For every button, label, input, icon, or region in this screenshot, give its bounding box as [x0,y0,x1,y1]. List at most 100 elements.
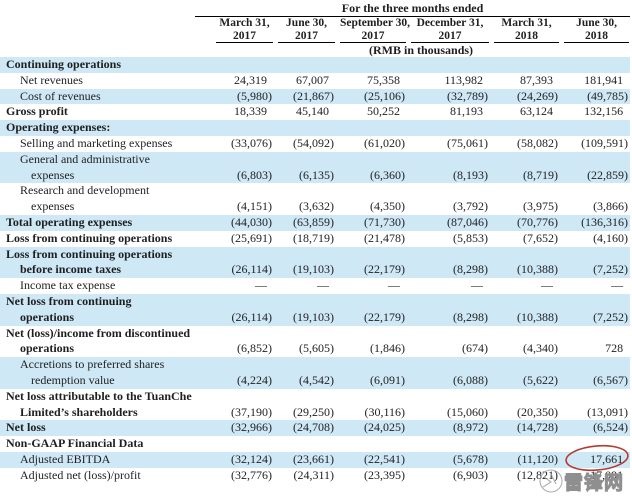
cell-value: 24,319 [234,72,267,87]
table-row: Net revenues 24,319 67,007 75,358 113,982 87,… [0,73,630,89]
cell-value: (22,179) [364,309,405,324]
row-label: Adjusted net (loss)/profit [20,467,141,482]
cell-value: — [541,278,553,293]
cell-value: (70,776) [517,214,558,229]
cell-value: 81,193 [450,104,483,119]
cell-value: 75,358 [367,72,400,87]
cell-value [336,436,407,452]
row-label: Accretions to preferred shares redemption… [20,357,165,387]
table-row: Total operating expenses (44,030) (63,859)… [0,214,631,231]
cell-value: (13,091) [587,404,629,419]
row-label: Cost of revenues [20,88,101,103]
table-row: Loss from continuing operations before in… [0,246,631,279]
corner-cell [0,17,212,43]
cell-value: 113,982 [444,72,483,87]
row-label: Net loss [6,420,46,435]
cell-value: (7,252) [593,262,629,277]
column-header-row: March 31, 2017 June 30, 2017 September 30, 20… [0,17,630,43]
cell-value: (3,975) [523,199,558,214]
cell-value [490,120,560,136]
cell-value [274,57,336,73]
row-label: Adjusted EBITDA [20,451,111,466]
cell-value: (21,867) [293,88,334,103]
cell-value [336,120,407,136]
row-label: Loss from continuing operations [6,230,173,245]
cell-value [212,57,274,73]
cell-value: (5,980) [237,88,272,103]
cell-value: (12,821) [517,467,558,482]
cell-value [407,436,490,452]
cell-value [336,57,407,73]
cell-value: (11,120) [517,451,558,466]
cell-value: (19,103) [293,309,334,324]
unit-note-row: (RMB in thousands) [0,43,630,57]
cell-value: 67,007 [296,72,329,87]
cell-value: (22,541) [364,451,405,466]
cell-value: (6,524) [593,420,629,435]
cell-value: (5,678) [453,451,488,466]
cell-value: 17,661 [590,451,624,466]
cell-value: (63,859) [293,214,334,229]
cell-value [212,120,274,136]
cell-value [407,57,490,73]
cell-value: (21,478) [364,230,405,245]
cell-value: 17,091 [590,467,624,482]
row-label: Non-GAAP Financial Data [6,436,144,451]
cell-value: (4,160) [593,230,629,245]
column-header: June 30, 2018 [560,17,630,43]
cell-value: (109,591) [581,135,629,150]
cell-value: (32,124) [231,451,272,466]
row-label: Selling and marketing expenses [20,135,173,150]
table-row: Gross profit 18,339 45,140 50,252 81,193 63,1… [0,104,630,120]
cell-value: (22,179) [364,262,405,277]
table-row: Adjusted net (loss)/profit (32,776) (24,31… [0,468,630,484]
cell-value: (44,030) [231,214,272,229]
cell-value: (8,193) [453,167,488,182]
cell-value: (25,691) [231,230,272,245]
table-body: Continuing operations Net revenues 24,319 6… [0,57,631,484]
cell-value [407,120,490,136]
table-row: Research and development expenses (4,151) (… [0,183,630,215]
cell-value: (5,853) [453,230,488,245]
row-label: Net revenues [20,72,83,87]
cell-value: (7,252) [593,309,629,324]
spanner-row: For the three months ended [0,2,631,17]
cell-value [274,120,336,136]
row-label: Gross profit [6,104,68,119]
table-row: Income tax expense — — — — — — [0,278,630,294]
cell-value: (61,020) [364,135,405,150]
table-row: Net (loss)/income from discontinued opera… [0,326,630,358]
column-header: March 31, 2017 [212,17,274,43]
cell-value: 45,140 [296,104,329,119]
cell-value: (29,250) [293,404,334,419]
table-row: Cost of revenues (5,980) (21,867) (25,106) (… [0,88,631,105]
cell-value: (8,719) [523,167,558,182]
cell-value: (1,846) [370,341,405,356]
cell-value: 63,124 [520,104,553,119]
cell-value: (4,151) [237,199,272,214]
row-label: Total operating expenses [6,214,133,229]
cell-value: (6,803) [237,167,272,182]
cell-value: — [255,278,267,293]
cell-value: (24,708) [293,420,334,435]
cell-value: (7,652) [523,230,558,245]
cell-value: (8,298) [453,309,488,324]
cell-value: (4,224) [237,372,272,387]
row-label: Net loss attributable to the TuanChe Limi… [6,388,192,419]
column-header: June 30, 2017 [274,17,336,43]
cell-value: (23,395) [364,467,405,482]
table-row: Net loss attributable to the TuanChe Limi… [0,389,630,421]
cell-value: 87,393 [520,72,553,87]
cell-value: (24,311) [293,467,334,482]
cell-value [560,57,630,73]
cell-value [490,57,560,73]
cell-value: (10,388) [517,309,558,324]
cell-value: (18,719) [293,230,334,245]
corner-cell [0,2,212,17]
cell-value: (24,025) [364,420,405,435]
cell-value: — [317,278,329,293]
cell-value: (3,792) [453,199,488,214]
cell-value: (5,622) [523,372,558,387]
cell-value: (19,103) [293,262,334,277]
